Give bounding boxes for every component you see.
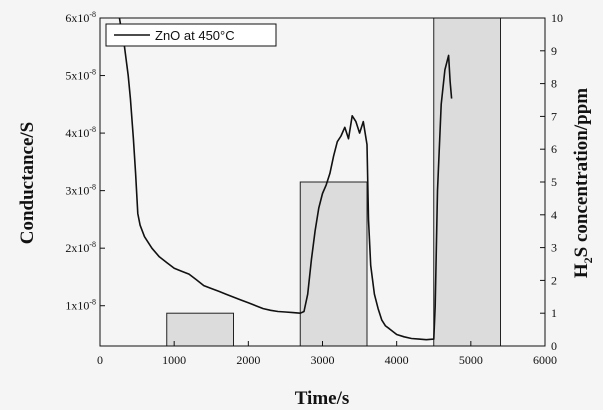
y-left-tick-mantissa: 6x10 — [65, 11, 89, 25]
y-axis-right-title-sub: 2 — [581, 257, 595, 263]
x-tick-label: 6000 — [533, 353, 557, 367]
x-tick-label: 1000 — [162, 353, 186, 367]
y-right-tick-label: 3 — [551, 241, 557, 255]
y-left-tick-mantissa: 2x10 — [65, 241, 89, 255]
concentration-bar-3 — [433, 17, 501, 347]
y-axis-right-title-rest: S concentration/ppm — [571, 88, 592, 258]
y-right-tick-label: 2 — [551, 273, 557, 287]
x-tick-label: 3000 — [311, 353, 335, 367]
y-left-tick-mantissa: 1x10 — [65, 299, 89, 313]
y-left-tick-label: 1x10-8 — [65, 298, 96, 313]
y-right-tick-label: 5 — [551, 175, 557, 189]
x-tick-label: 0 — [97, 353, 103, 367]
y-left-tick-exponent: -8 — [89, 10, 96, 19]
legend-box — [105, 23, 277, 47]
y-left-tick-exponent: -8 — [89, 298, 96, 307]
y-right-tick-label: 1 — [551, 306, 557, 320]
y-left-tick-label: 3x10-8 — [65, 183, 96, 198]
y-left-tick-label: 6x10-8 — [65, 10, 96, 25]
y-axis-right-title: H2S concentration/ppm — [571, 88, 595, 278]
legend: ZnO at 450°C — [105, 23, 277, 47]
y-left-tick-exponent: -8 — [89, 240, 96, 249]
x-tick-label: 5000 — [459, 353, 483, 367]
y-right-tick-label: 9 — [551, 44, 557, 58]
y-axis-left-title: Conductance/S — [17, 122, 38, 244]
y-left-tick-mantissa: 4x10 — [65, 126, 89, 140]
y-left-tick-mantissa: 5x10 — [65, 69, 89, 83]
y-right-tick-label: 7 — [551, 109, 557, 123]
y-left-tick-label: 2x10-8 — [65, 240, 96, 255]
x-axis-title: Time/s — [295, 388, 350, 409]
y-left-tick-label: 5x10-8 — [65, 68, 96, 83]
x-tick-label: 4000 — [385, 353, 409, 367]
conductance-series — [118, 18, 453, 341]
y-right-tick-label: 0 — [551, 339, 557, 353]
y-left-tick-exponent: -8 — [89, 68, 96, 77]
axis-ticks: 0 1000 2000 3000 4000 5000 60001x10-82x10-83x1… — [65, 10, 563, 367]
y-left-tick-label: 4x10-8 — [65, 125, 96, 140]
y-left-tick-exponent: -8 — [89, 183, 96, 192]
y-right-tick-label: 10 — [551, 11, 563, 25]
conductance-line — [118, 18, 453, 341]
y-right-tick-label: 8 — [551, 77, 557, 91]
y-left-tick-exponent: -8 — [89, 125, 96, 134]
concentration-bar-1 — [166, 312, 234, 347]
y-right-tick-label: 6 — [551, 142, 557, 156]
y-axis-right-title-h: H — [571, 263, 592, 278]
y-right-tick-label: 4 — [551, 208, 557, 222]
legend-label: ZnO at 450°C — [155, 28, 235, 43]
x-tick-label: 2000 — [236, 353, 260, 367]
y-left-tick-mantissa: 3x10 — [65, 184, 89, 198]
